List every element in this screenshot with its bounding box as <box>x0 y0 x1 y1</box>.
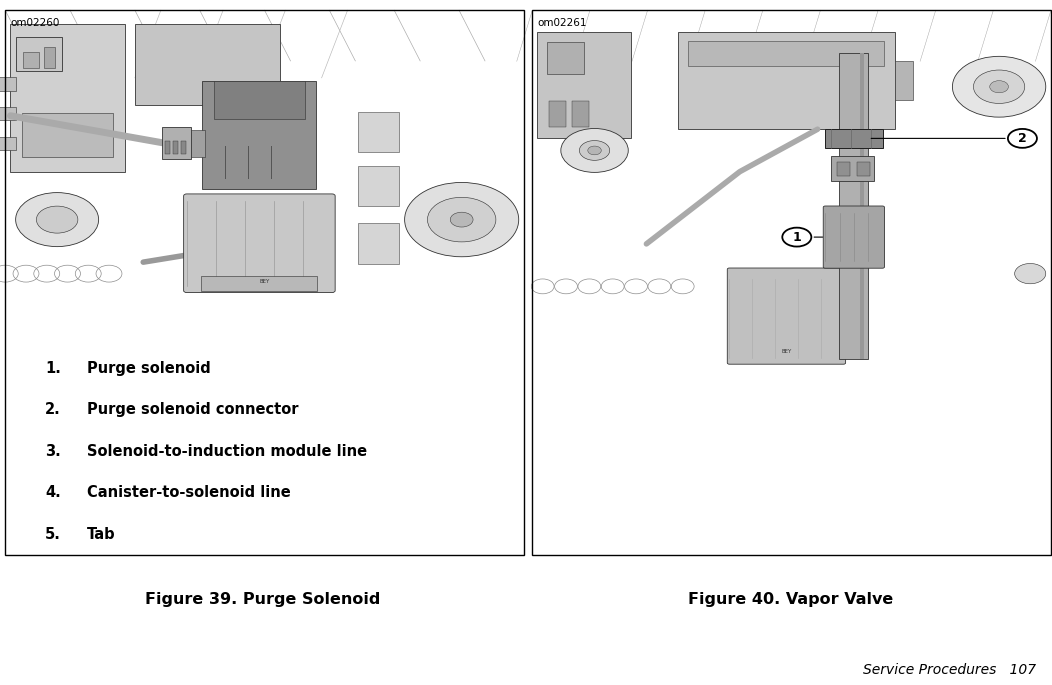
FancyBboxPatch shape <box>358 112 400 152</box>
Text: BEY: BEY <box>782 349 791 354</box>
Circle shape <box>580 140 610 160</box>
FancyBboxPatch shape <box>549 101 566 127</box>
Text: Figure 39. Purge Solenoid: Figure 39. Purge Solenoid <box>145 592 381 607</box>
FancyBboxPatch shape <box>181 141 186 154</box>
Circle shape <box>16 192 99 247</box>
Circle shape <box>561 129 628 173</box>
Text: 3.: 3. <box>45 444 61 459</box>
FancyBboxPatch shape <box>532 10 1051 435</box>
Circle shape <box>450 212 473 227</box>
Circle shape <box>588 146 602 155</box>
Circle shape <box>37 206 78 233</box>
Circle shape <box>973 70 1025 103</box>
FancyBboxPatch shape <box>825 129 883 148</box>
Text: 2: 2 <box>1018 132 1027 145</box>
FancyBboxPatch shape <box>358 223 400 264</box>
FancyBboxPatch shape <box>165 141 170 154</box>
FancyBboxPatch shape <box>184 194 336 292</box>
FancyBboxPatch shape <box>174 141 179 154</box>
FancyBboxPatch shape <box>135 24 280 105</box>
Text: Tab: Tab <box>87 527 116 542</box>
FancyBboxPatch shape <box>43 47 56 68</box>
FancyBboxPatch shape <box>214 82 305 119</box>
FancyBboxPatch shape <box>182 129 205 157</box>
FancyBboxPatch shape <box>0 136 16 150</box>
Text: 4.: 4. <box>45 485 61 500</box>
Text: 1.: 1. <box>45 361 61 376</box>
FancyBboxPatch shape <box>11 24 124 173</box>
Circle shape <box>783 227 811 247</box>
Text: Purge solenoid connector: Purge solenoid connector <box>87 403 299 417</box>
FancyBboxPatch shape <box>859 53 864 358</box>
FancyBboxPatch shape <box>162 127 190 159</box>
Text: om02260: om02260 <box>11 18 60 29</box>
Circle shape <box>427 197 495 242</box>
Text: Service Procedures   107: Service Procedures 107 <box>863 663 1036 677</box>
Text: 5.: 5. <box>45 527 61 542</box>
FancyBboxPatch shape <box>201 276 318 290</box>
Circle shape <box>1008 129 1037 148</box>
Circle shape <box>405 182 519 257</box>
FancyBboxPatch shape <box>5 348 524 555</box>
FancyBboxPatch shape <box>202 82 317 189</box>
Circle shape <box>990 81 1009 92</box>
Text: 2.: 2. <box>45 403 61 417</box>
FancyBboxPatch shape <box>824 206 885 269</box>
FancyBboxPatch shape <box>895 61 913 100</box>
FancyBboxPatch shape <box>572 101 589 127</box>
Text: Figure 40. Vapor Valve: Figure 40. Vapor Valve <box>688 592 894 607</box>
FancyBboxPatch shape <box>688 41 885 66</box>
FancyBboxPatch shape <box>831 155 874 182</box>
FancyBboxPatch shape <box>5 10 524 348</box>
Text: Canister-to-solenoid line: Canister-to-solenoid line <box>87 485 291 500</box>
FancyBboxPatch shape <box>727 268 846 364</box>
FancyBboxPatch shape <box>839 53 868 358</box>
Text: Solenoid-to-induction module line: Solenoid-to-induction module line <box>87 444 367 459</box>
Circle shape <box>1014 264 1046 284</box>
FancyBboxPatch shape <box>837 162 850 176</box>
FancyBboxPatch shape <box>358 166 400 206</box>
FancyBboxPatch shape <box>0 77 16 90</box>
FancyBboxPatch shape <box>532 435 1051 555</box>
Text: BEY: BEY <box>260 279 269 284</box>
FancyBboxPatch shape <box>538 32 631 138</box>
Circle shape <box>952 56 1046 117</box>
FancyBboxPatch shape <box>23 53 39 68</box>
FancyBboxPatch shape <box>16 37 62 71</box>
Text: om02261: om02261 <box>538 18 587 29</box>
Text: Purge solenoid: Purge solenoid <box>87 361 211 376</box>
FancyBboxPatch shape <box>856 162 870 176</box>
FancyBboxPatch shape <box>547 42 584 74</box>
Text: 1: 1 <box>792 231 802 244</box>
FancyBboxPatch shape <box>0 107 16 121</box>
FancyBboxPatch shape <box>677 32 895 129</box>
FancyBboxPatch shape <box>22 113 114 158</box>
